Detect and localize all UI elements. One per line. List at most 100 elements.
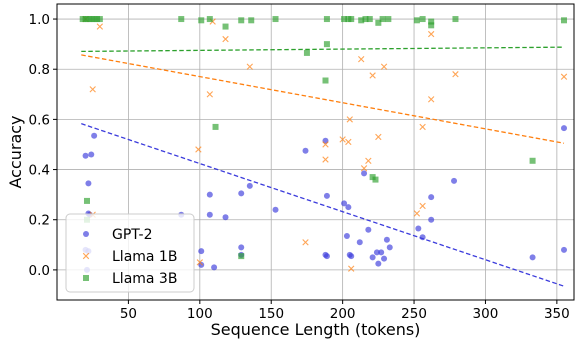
llama-3b-point	[428, 18, 435, 25]
y-tick-label: 0.0	[29, 263, 50, 279]
llama-3b-trend-line	[81, 46, 565, 53]
legend-box	[65, 213, 195, 293]
gpt-2-point	[206, 211, 213, 218]
llama-1b-point	[360, 165, 368, 172]
llama-3b-point	[372, 176, 379, 183]
llama-3b-point	[358, 17, 365, 24]
gpt-2-point	[91, 132, 98, 139]
y-tick-label: 0.4	[29, 163, 50, 179]
x-tick-label: 300	[473, 306, 499, 322]
llama-1b-point	[345, 138, 352, 146]
llama-1b-trend-line	[81, 54, 565, 144]
llama-1b-point	[369, 72, 376, 79]
gpt-2-point	[345, 204, 352, 211]
llama-3b-point	[348, 16, 355, 23]
llama-3b-point	[83, 197, 90, 204]
gpt-2-point	[361, 170, 368, 177]
llama-1b-point	[358, 55, 365, 63]
llama-3b-point	[375, 19, 382, 26]
llama-1b-point	[246, 63, 253, 70]
gpt-2-point	[222, 214, 229, 221]
llama-3b-point	[198, 17, 205, 24]
gpt-2-point	[356, 239, 363, 246]
llama-3b-point	[272, 16, 279, 23]
gpt-2-point	[369, 254, 376, 261]
gpt-2-point	[451, 177, 458, 184]
llama-3b-point	[96, 16, 103, 23]
gpt-2-point	[381, 255, 388, 262]
llama-3b-point	[385, 16, 392, 23]
llama-3b-point	[362, 16, 369, 23]
llama-3b-point	[323, 41, 330, 48]
x-tick-label: 150	[258, 306, 284, 322]
legend-marker-llama-3b	[83, 275, 89, 281]
gpt-2-point	[302, 147, 309, 154]
llama-1b-point	[419, 202, 426, 210]
trend-lines	[81, 46, 565, 287]
legend-label-llama-3b: Llama 3B	[112, 271, 177, 287]
gpt-2-point	[206, 191, 213, 198]
llama-1b-point	[375, 133, 382, 141]
gpt-2-point	[246, 182, 253, 189]
llama-3b-point	[529, 157, 536, 164]
llama-1b-point	[419, 123, 426, 131]
llama-3b-point	[452, 16, 459, 23]
llama-1b-point	[89, 86, 96, 93]
llama-3b-point	[248, 17, 255, 24]
llama-1b-point	[452, 71, 459, 78]
llama-1b-point	[380, 63, 388, 70]
llama-1b-point	[302, 239, 309, 246]
llama-3b-point	[323, 16, 330, 23]
llama-3b-point	[178, 16, 185, 23]
gpt-2-point	[428, 194, 435, 201]
llama-3b-point	[222, 23, 229, 30]
x-tick-label: 50	[120, 306, 137, 322]
gpt-2-point	[348, 253, 355, 260]
gpt-2-point	[378, 249, 385, 256]
gpt-2-point	[373, 249, 380, 256]
gpt-2-point	[365, 226, 372, 233]
y-tick-label: 0.8	[29, 62, 50, 78]
llama-3b-point	[366, 16, 373, 23]
x-axis-label: Sequence Length (tokens)	[211, 320, 421, 339]
gpt-2-point	[272, 206, 279, 213]
axis-ticks: 50 100 150 200 250 300 350 0.0 0.2 0.4 0.6 0.8 1.0	[29, 12, 570, 322]
legend-marker-gpt-2	[83, 231, 89, 237]
llama-1b-point	[427, 96, 435, 103]
llama-1b-point	[365, 157, 372, 164]
legend-label-llama-1b: Llama 1B	[112, 249, 177, 265]
gpt-2-point	[323, 253, 330, 260]
gpt-2-point	[198, 248, 205, 255]
gpt-2-point	[82, 152, 89, 159]
gpt-2-point	[561, 246, 568, 253]
gpt-2-point	[529, 254, 536, 261]
llama-1b-point	[322, 141, 329, 148]
x-tick-label: 350	[544, 306, 570, 322]
llama-1b-point	[195, 146, 202, 153]
gpt-2-point	[238, 190, 245, 197]
llama-3b-point	[206, 16, 213, 23]
llama-1b-point	[427, 30, 435, 38]
gpt-2-point	[323, 192, 330, 199]
llama-3b-point	[341, 16, 348, 23]
llama-3b-point	[428, 22, 435, 29]
x-tick-label: 250	[401, 306, 427, 322]
llama-1b-point	[196, 259, 204, 266]
gpt-2-point	[211, 264, 218, 271]
gpt-2-point	[386, 244, 393, 251]
llama-1b-point	[322, 156, 329, 163]
plot-frame	[56, 3, 575, 301]
y-tick-label: 1.0	[29, 12, 50, 28]
llama-3b-point	[419, 16, 426, 23]
llama-3b-point	[322, 77, 329, 84]
llama-1b-point	[222, 35, 229, 43]
gpt-2-point	[88, 151, 95, 158]
llama-1b-point	[348, 265, 355, 272]
gpt-2-point	[343, 233, 350, 240]
legend: GPT-2 Llama 1B Llama 3B	[65, 213, 195, 293]
legend-label-gpt-2: GPT-2	[112, 227, 153, 243]
llama-1b-point	[346, 116, 353, 123]
llama-3b-point	[561, 17, 568, 24]
llama-3b-point	[413, 17, 420, 24]
